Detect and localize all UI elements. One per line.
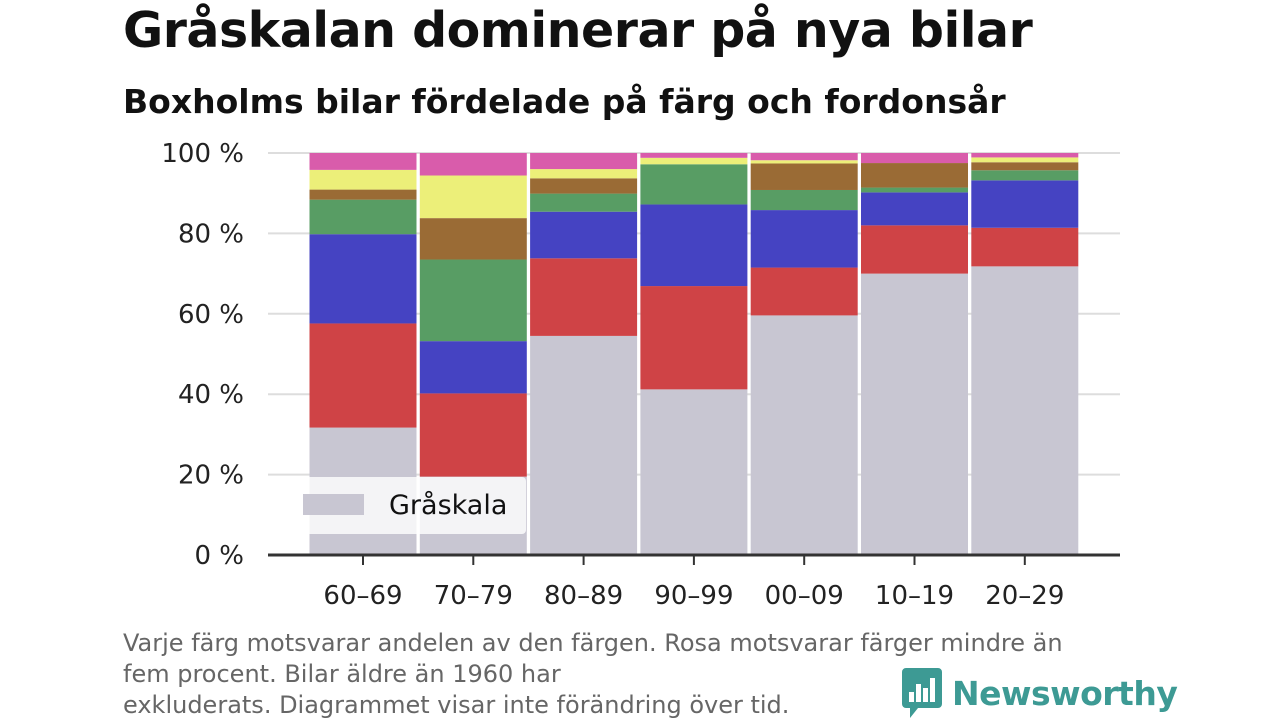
logo-text: Newsworthy bbox=[952, 673, 1178, 713]
bar-segment bbox=[530, 193, 638, 212]
bar-segment bbox=[971, 266, 1079, 555]
bar-segment bbox=[309, 234, 417, 324]
bar-segment bbox=[640, 389, 748, 555]
bar-segment bbox=[750, 210, 858, 268]
bar-segment bbox=[419, 393, 527, 477]
bar-segment bbox=[750, 189, 858, 211]
y-tick-label: 40 % bbox=[178, 380, 244, 410]
bar-segment bbox=[861, 187, 968, 193]
bar-segment bbox=[419, 218, 527, 260]
chart-subtitle: Boxholms bilar fördelade på färg och for… bbox=[123, 82, 1006, 121]
bar-segment bbox=[640, 204, 748, 287]
bar-segment bbox=[971, 157, 1079, 163]
footnote: Varje färg motsvarar andelen av den färg… bbox=[123, 628, 1133, 721]
bar-segment bbox=[971, 227, 1079, 267]
bar-segment bbox=[530, 258, 638, 336]
bar-segment bbox=[419, 153, 527, 176]
bar-segment bbox=[750, 163, 858, 190]
y-tick-label: 80 % bbox=[178, 219, 244, 249]
bar-segment bbox=[640, 286, 748, 390]
bar-segment bbox=[309, 153, 417, 170]
bar-segment bbox=[419, 341, 527, 394]
x-tick-label: 70–79 bbox=[434, 581, 513, 611]
bar-segment bbox=[530, 169, 638, 179]
x-tick-label: 00–09 bbox=[765, 581, 844, 611]
bar-segment bbox=[530, 211, 638, 259]
bar-segment bbox=[309, 323, 417, 428]
footnote-line: Varje färg motsvarar andelen av den färg… bbox=[123, 629, 1063, 657]
x-tick-label: 80–89 bbox=[544, 581, 623, 611]
bar-segment bbox=[971, 180, 1079, 228]
bar-segment bbox=[530, 335, 638, 555]
x-tick-label: 90–99 bbox=[654, 581, 733, 611]
y-tick-label: 100 % bbox=[161, 139, 244, 169]
bar-segment bbox=[861, 273, 968, 555]
bar-segment bbox=[530, 178, 638, 194]
y-tick-label: 0 % bbox=[194, 541, 244, 571]
x-tick-label: 20–29 bbox=[985, 581, 1064, 611]
bar-segment bbox=[640, 153, 748, 158]
bar-segment bbox=[861, 153, 968, 164]
footnote-line: fem procent. Bilar äldre än 1960 har bbox=[123, 660, 561, 688]
bar-segment bbox=[750, 153, 858, 161]
legend-box bbox=[283, 477, 526, 534]
bar-segment bbox=[309, 199, 417, 235]
bar-segment bbox=[750, 315, 858, 555]
axes: 0 % 20 % 40 % 60 % 80 % 100 % 60–69 70–79 80–89 9… bbox=[161, 139, 1120, 611]
bar-segment bbox=[861, 225, 968, 274]
legend-swatch bbox=[303, 494, 364, 515]
bar-segment bbox=[750, 267, 858, 316]
y-tick-label: 20 % bbox=[178, 461, 244, 491]
bar-segment bbox=[419, 175, 527, 219]
bar-segment bbox=[861, 192, 968, 226]
bar-segment bbox=[861, 163, 968, 188]
stacked-bar-chart: 0 % 20 % 40 % 60 % 80 % 100 % 60–69 70–79 80–89 9… bbox=[161, 139, 1120, 611]
bar-chart-bubble-icon bbox=[902, 668, 942, 718]
bar-segment bbox=[971, 153, 1079, 158]
x-tick-label: 10–19 bbox=[875, 581, 954, 611]
bar-segment bbox=[640, 157, 748, 165]
bar-segment bbox=[640, 164, 748, 205]
bar-segment bbox=[750, 160, 858, 164]
bar-segment bbox=[309, 189, 417, 200]
legend: Gråskala bbox=[283, 477, 526, 534]
footnote-line: exkluderats. Diagrammet visar inte förän… bbox=[123, 691, 790, 719]
legend-label: Gråskala bbox=[389, 490, 507, 521]
newsworthy-logo: Newsworthy bbox=[902, 668, 1178, 718]
y-tick-label: 60 % bbox=[178, 300, 244, 330]
bar-segment bbox=[419, 259, 527, 342]
bar-segment bbox=[971, 162, 1079, 171]
chart-title: Gråskalan dominerar på nya bilar bbox=[123, 2, 1033, 59]
bar-segment bbox=[309, 169, 417, 190]
bar-segment bbox=[971, 170, 1079, 181]
x-tick-label: 60–69 bbox=[323, 581, 402, 611]
bar-segment bbox=[530, 153, 638, 170]
